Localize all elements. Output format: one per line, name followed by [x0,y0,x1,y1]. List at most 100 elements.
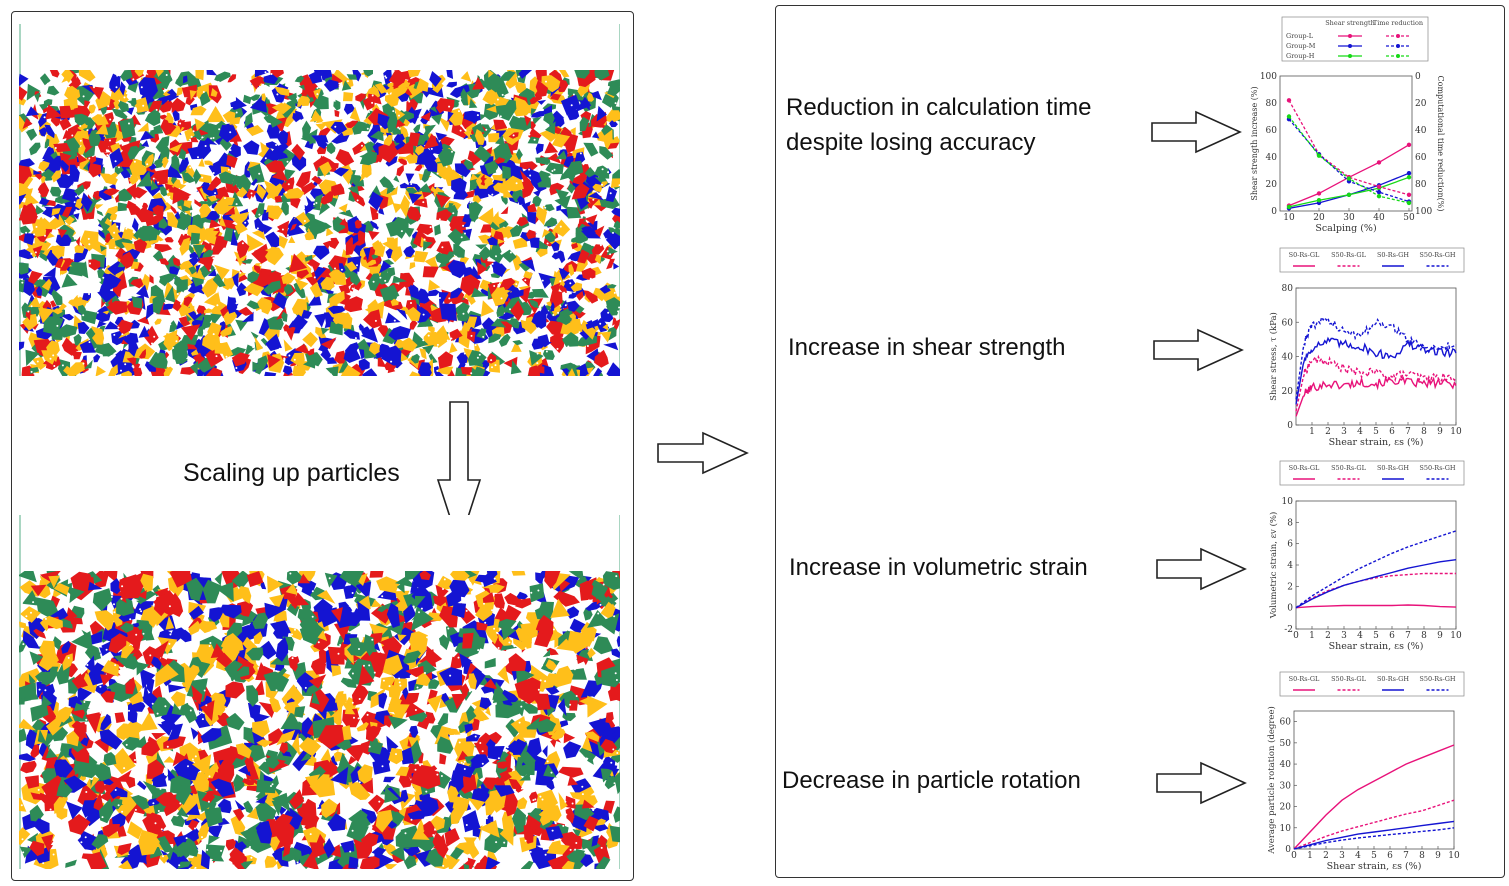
particle [370,128,384,142]
particle [400,351,409,362]
particle-gap [464,232,466,235]
particle-gap [429,752,431,755]
particle-gap [159,787,162,790]
particle-gap [250,856,253,859]
particle-gap [448,105,451,108]
particle [320,347,331,362]
particle [508,653,527,672]
particle-gap [426,636,429,639]
particle-gap [470,334,473,337]
particle [284,284,294,296]
particle [534,718,557,733]
particle [35,597,59,618]
particle [68,362,85,376]
particle [103,188,120,196]
particle [19,204,39,225]
particle-gap [578,759,581,762]
particle [512,236,528,249]
particle [354,219,362,229]
particle [99,173,118,185]
particle [32,818,50,835]
particle-gap [132,366,135,369]
particle [41,278,52,291]
y-tick-label: 0 [1271,207,1277,217]
particle [352,121,366,135]
particle [171,157,179,171]
particle [32,245,43,259]
particle [283,187,305,199]
particle-gap [383,691,386,694]
particle-gap [88,157,91,160]
particle [175,77,185,87]
particle-gap [278,347,281,350]
particle [552,219,571,237]
particle [456,352,468,364]
particle-gap [556,619,559,622]
particle-gap [460,761,463,764]
particle [447,785,459,803]
particle-gap [569,848,572,851]
particle-gap [191,758,194,761]
particle-gap [162,855,164,858]
particle [257,640,277,660]
particle-gap [541,798,544,801]
particle [109,73,121,93]
particle [234,799,246,812]
particle [149,274,154,284]
particle [583,142,599,157]
particle-gap [384,279,387,282]
particle [215,581,234,602]
particle-gap [190,571,192,574]
particle [66,801,83,820]
particle [519,161,538,171]
particle [516,148,523,161]
particle-gap [156,155,159,157]
particle-gap [581,142,584,145]
particle [176,279,188,294]
data-point [1406,142,1412,148]
particle [487,132,500,143]
particle [535,157,551,165]
particle-gap [201,718,204,721]
particle [61,337,75,356]
particle [395,766,410,777]
particle [379,176,394,189]
particle [172,257,181,267]
particle [335,691,344,703]
particle [338,752,351,767]
particle [108,633,127,654]
particle-gap [472,237,475,240]
particle [478,207,495,227]
particle [570,282,583,292]
particle [358,358,370,371]
particle-gap [152,802,155,805]
particle-gap [613,291,616,294]
particle [256,779,276,794]
particle [372,757,391,775]
particle-gap [153,264,156,267]
particle [496,304,506,318]
particle [448,108,464,126]
particle [243,140,260,155]
particle [428,353,438,364]
particle-gap [557,311,560,314]
particle [527,212,537,225]
particle [514,797,528,810]
x-tick-label: 3 [1341,631,1347,641]
x-tick-label: 6 [1389,631,1395,641]
particle [264,855,278,868]
particle [19,184,33,199]
particle [309,842,327,859]
particle-gap [445,165,448,168]
particle [328,268,347,286]
particle-gap [371,101,374,104]
particle [91,114,109,126]
particle [52,245,65,260]
particle [57,228,68,238]
particle [37,729,47,745]
y2-tick-label: 0 [1415,72,1421,82]
particle [119,81,126,96]
particle [204,160,214,166]
particle [104,205,121,216]
particle-gap [349,850,352,853]
